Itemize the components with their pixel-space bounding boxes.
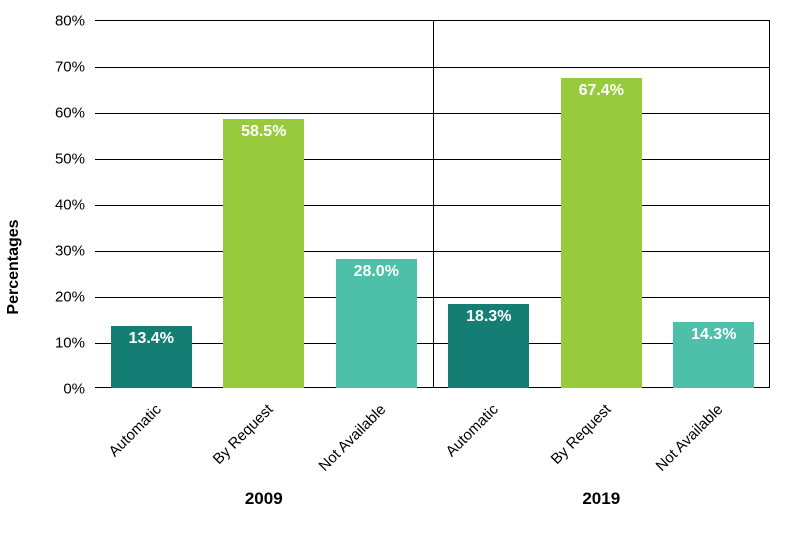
x-tick-label: Not Available <box>653 401 727 475</box>
bar: 67.4% <box>561 78 642 388</box>
x-tick-label: Automatic <box>105 401 164 460</box>
y-tick-label: 10% <box>55 335 85 352</box>
x-tick-label: Not Available <box>316 401 390 475</box>
group-label: 2019 <box>582 489 620 509</box>
bar: 58.5% <box>223 119 304 388</box>
bar-value-label: 28.0% <box>354 263 399 281</box>
plot-area: 0%10%20%30%40%50%60%70%80%13.4%Automatic… <box>95 20 770 388</box>
x-tick-label: By Request <box>547 401 614 468</box>
bar-value-label: 18.3% <box>466 308 511 326</box>
y-tick-label: 0% <box>63 381 85 398</box>
x-tick-label: By Request <box>210 401 277 468</box>
group-separator <box>433 21 434 388</box>
y-tick-label: 30% <box>55 243 85 260</box>
bar: 18.3% <box>448 304 529 388</box>
y-tick-label: 70% <box>55 59 85 76</box>
bar-value-label: 13.4% <box>129 330 174 348</box>
y-tick-label: 60% <box>55 105 85 122</box>
y-tick-label: 20% <box>55 289 85 306</box>
x-tick-label: Automatic <box>443 401 502 460</box>
chart-container: Percentages 0%10%20%30%40%50%60%70%80%13… <box>0 0 800 533</box>
bar: 28.0% <box>336 259 417 388</box>
bar: 13.4% <box>111 326 192 388</box>
bar: 14.3% <box>673 322 754 388</box>
y-axis-label: Percentages <box>5 219 23 314</box>
y-tick-label: 50% <box>55 151 85 168</box>
group-label: 2009 <box>245 489 283 509</box>
bar-value-label: 58.5% <box>241 123 286 141</box>
y-tick-label: 40% <box>55 197 85 214</box>
bar-value-label: 14.3% <box>691 326 736 344</box>
y-tick-label: 80% <box>55 13 85 30</box>
bar-value-label: 67.4% <box>579 82 624 100</box>
